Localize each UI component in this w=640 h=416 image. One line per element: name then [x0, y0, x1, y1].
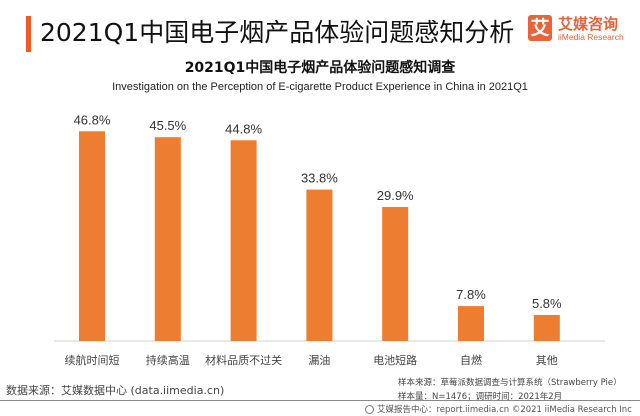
category-labels-group: 续航时间短 持续高温 材料品质不过关 漏油 电池短路 自燃 其他	[65, 353, 558, 367]
footer: 艾媒报告中心：report.iimedia.cn ©2021 iiMedia R…	[365, 403, 632, 415]
footer-divider	[0, 400, 640, 401]
category-label: 其他	[536, 354, 558, 367]
chart-title: 2021Q1中国电子烟产品体验问题感知调查	[184, 60, 456, 76]
value-label: 5.8%	[532, 296, 562, 311]
bar	[533, 315, 560, 341]
value-label: 46.8%	[74, 112, 111, 127]
category-label: 持续高温	[146, 353, 190, 367]
value-label: 7.8%	[456, 287, 486, 302]
bar	[458, 306, 484, 341]
value-label: 45.5%	[149, 118, 186, 133]
bar	[154, 137, 181, 341]
category-label: 续航时间短	[65, 353, 120, 367]
category-label: 漏油	[308, 353, 330, 367]
category-label: 自燃	[460, 353, 482, 367]
category-label: 电池短路	[373, 353, 417, 367]
title-accent-bar	[26, 16, 31, 52]
value-label: 33.8%	[301, 171, 338, 186]
bar	[306, 189, 333, 341]
chart-subtitle: Investigation on the Perception of E-cig…	[112, 81, 528, 93]
value-labels-group: 46.8% 45.5% 44.8% 33.8% 29.9% 7.8% 5.8%	[74, 112, 562, 311]
value-label: 44.8%	[225, 121, 262, 136]
value-label: 29.9%	[377, 188, 414, 203]
logo-english-name: iiMedia Research	[558, 32, 624, 42]
bar	[230, 140, 257, 341]
bars-group	[79, 131, 560, 341]
bar	[382, 207, 409, 341]
data-source: 数据来源：艾媒数据中心 (data.iimedia.cn)	[6, 384, 225, 397]
sample-size: 样本量：N=1476；调研时间：2021年2月	[398, 392, 563, 402]
report-center-icon	[365, 405, 374, 414]
page-title: 2021Q1中国电子烟产品体验问题感知分析	[40, 18, 515, 47]
logo-mark-icon: 艾	[528, 15, 552, 41]
logo-chinese-name: 艾媒咨询	[558, 15, 619, 33]
category-label: 材料品质不过关	[205, 353, 282, 367]
footer-text: 艾媒报告中心：report.iimedia.cn ©2021 iiMedia R…	[377, 405, 632, 415]
sample-source: 样本来源：草莓派数据调查与计算系统（Strawberry Pie）	[398, 378, 622, 388]
bar	[79, 131, 105, 341]
